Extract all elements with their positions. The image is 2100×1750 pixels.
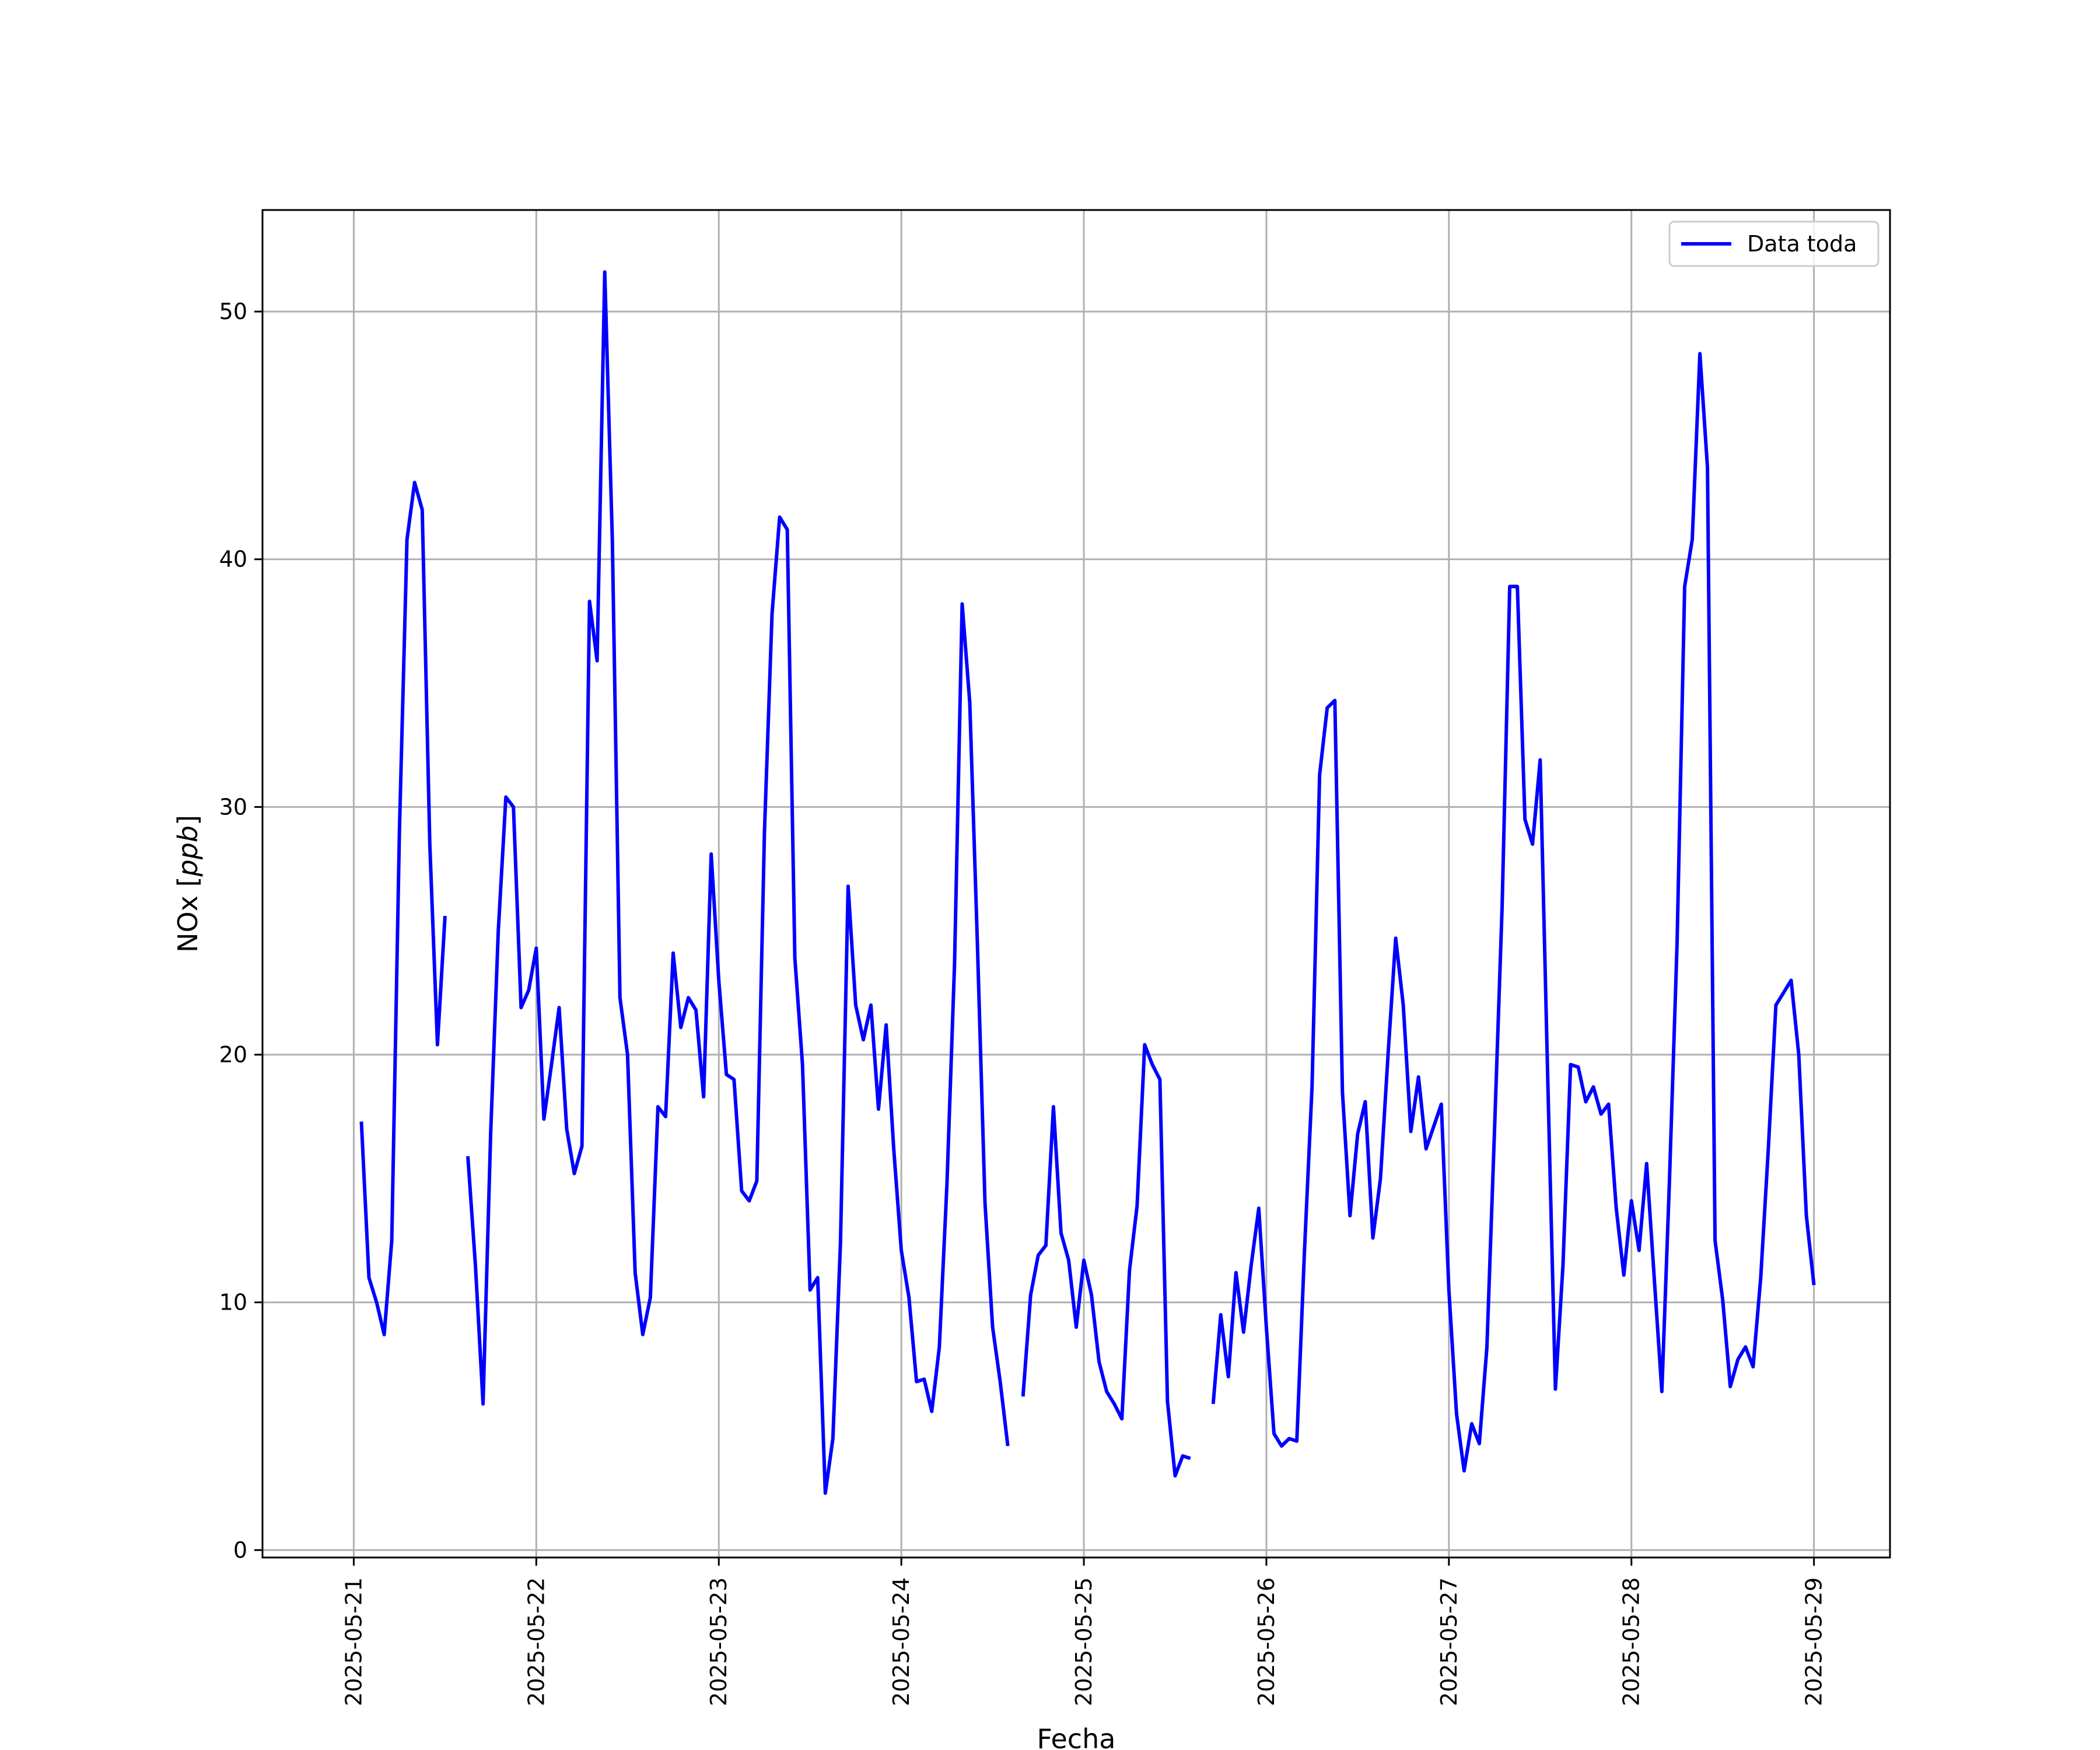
x-tick-label: 2025-05-27 bbox=[1436, 1577, 1462, 1706]
y-tick-label: 20 bbox=[219, 1042, 247, 1068]
x-tick-label: 2025-05-25 bbox=[1071, 1577, 1097, 1706]
series-line-segment bbox=[1211, 352, 1816, 1473]
plot-frame bbox=[261, 209, 1891, 1559]
x-tick-label: 2025-05-29 bbox=[1801, 1577, 1827, 1706]
legend-box bbox=[1668, 220, 1880, 267]
grid bbox=[262, 210, 1890, 1558]
x-tick-label: 2025-05-21 bbox=[341, 1577, 366, 1706]
axis-ticks: 2025-05-21 2025-05-22 2025-05-23 2025-05-24… bbox=[219, 299, 1827, 1706]
x-tick-label: 2025-05-28 bbox=[1619, 1577, 1644, 1706]
series-data-toda bbox=[359, 270, 1816, 1495]
legend: Data toda bbox=[1668, 220, 1880, 267]
y-tick-label: 50 bbox=[219, 299, 247, 324]
legend-label-data-toda: Data toda bbox=[1747, 231, 1857, 257]
y-tick-label: 30 bbox=[219, 794, 247, 820]
series-line-segment bbox=[1021, 1043, 1191, 1478]
x-tick-label: 2025-05-24 bbox=[888, 1577, 914, 1706]
y-axis-label: NOx [ppb] bbox=[172, 815, 204, 953]
x-tick-label: 2025-05-26 bbox=[1254, 1577, 1279, 1706]
y-tick-label: 40 bbox=[219, 547, 247, 572]
series-line-segment bbox=[466, 270, 1010, 1495]
series-line-segment bbox=[359, 481, 447, 1336]
x-tick-label: 2025-05-23 bbox=[706, 1577, 732, 1706]
y-tick-label: 0 bbox=[233, 1537, 247, 1563]
x-axis-label: Fecha bbox=[1037, 1723, 1116, 1750]
y-tick-label: 10 bbox=[219, 1290, 247, 1315]
x-tick-label: 2025-05-22 bbox=[523, 1577, 549, 1706]
